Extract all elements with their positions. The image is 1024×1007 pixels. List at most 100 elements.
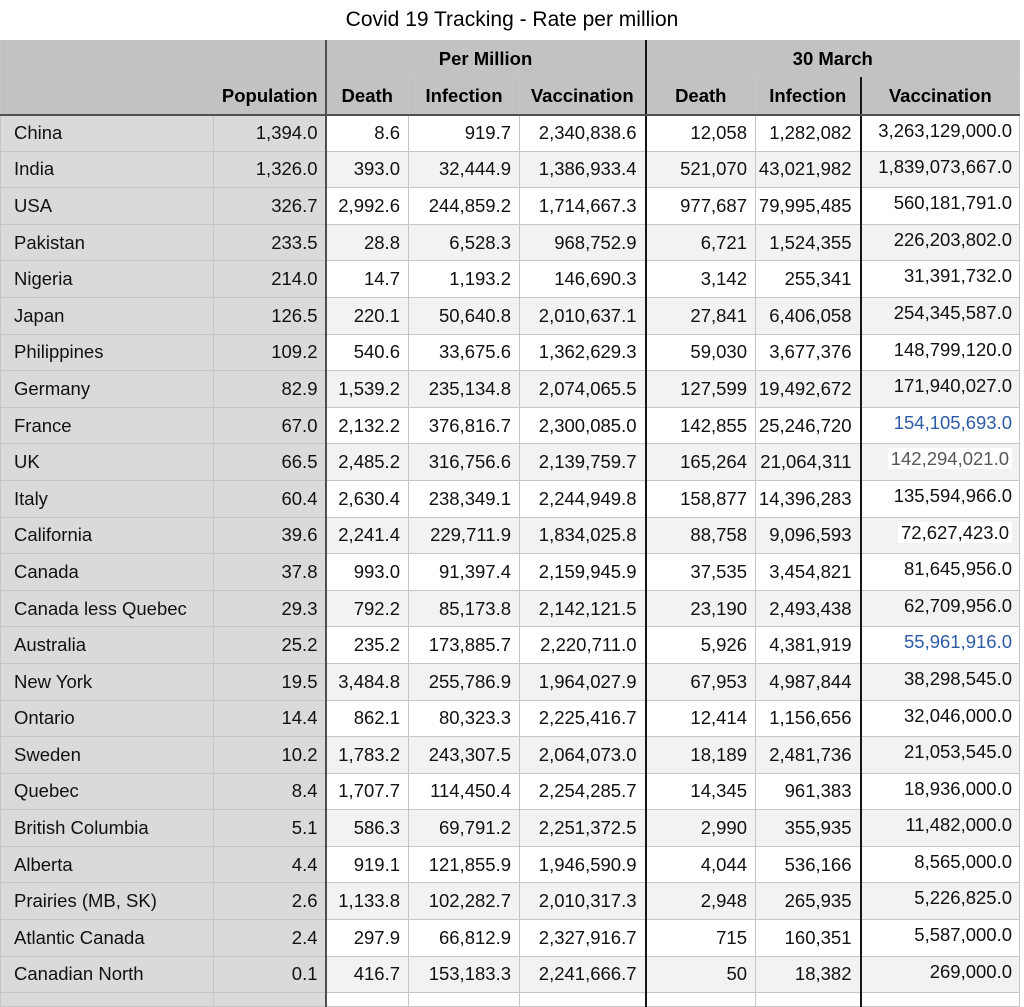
march30-infection-cell[interactable]: 961,383 — [755, 772, 862, 811]
per-million-vaccination-cell[interactable]: 2,074,065.5 — [518, 370, 647, 408]
population-cell[interactable]: 0.1 — [213, 955, 327, 994]
row-label-cell[interactable]: Japan — [0, 296, 214, 335]
column-header-blank[interactable] — [0, 77, 214, 116]
march30-infection-cell[interactable]: 160,351 — [755, 919, 862, 957]
march30-death-cell[interactable]: 142,855 — [644, 406, 757, 445]
march30-vaccination-cell[interactable]: 269,000.0 — [859, 955, 1021, 994]
population-cell[interactable]: 82.9 — [213, 370, 327, 408]
march30-death-cell[interactable]: 23,190 — [644, 589, 757, 628]
per-million-death-cell[interactable]: 2,992.6 — [325, 187, 409, 225]
row-label-cell[interactable]: California — [0, 516, 214, 555]
march30-death-cell[interactable]: 5,926 — [644, 626, 757, 664]
row-label-cell[interactable]: Ontario — [0, 699, 214, 738]
per-million-vaccination-cell[interactable]: 2,064,073.0 — [518, 736, 647, 774]
per-million-death-cell[interactable]: 1,783.2 — [325, 736, 409, 774]
population-cell[interactable]: 1,394.0 — [213, 114, 327, 152]
row-label-cell[interactable]: Pakistan — [0, 223, 214, 262]
per-million-vaccination-cell[interactable]: 1,362,629.3 — [518, 333, 647, 372]
per-million-death-cell[interactable]: 2,132.2 — [325, 406, 409, 445]
per-million-vaccination-cell[interactable]: 1,946,590.9 — [518, 845, 647, 884]
row-label-cell[interactable]: Alberta — [0, 845, 214, 884]
march30-infection-cell[interactable]: 1,282,082 — [755, 114, 862, 152]
column-header-population[interactable]: Population — [213, 77, 327, 116]
march30-infection-cell[interactable]: 14,396,283 — [755, 479, 862, 518]
march30-death-cell[interactable]: 6,721 — [644, 223, 757, 262]
row-label-cell[interactable]: India — [0, 150, 214, 189]
per-million-infection-cell[interactable]: 121,855.9 — [408, 845, 520, 884]
march30-infection-cell[interactable]: 255,341 — [755, 260, 862, 298]
march30-vaccination-cell[interactable]: 38,298,545.0 — [859, 662, 1021, 701]
row-label-cell[interactable]: Nigeria — [0, 260, 214, 298]
per-million-vaccination-cell[interactable]: 2,142,121.5 — [518, 589, 647, 628]
row-label-cell[interactable]: New York — [0, 662, 214, 701]
per-million-vaccination-cell[interactable]: 2,159,945.9 — [518, 553, 647, 591]
march30-infection-cell[interactable]: 4,987,844 — [755, 662, 862, 701]
per-million-infection-cell[interactable]: 91,397.4 — [408, 553, 520, 591]
row-label-cell[interactable]: Atlantic Canada — [0, 919, 214, 957]
per-million-infection-cell[interactable]: 33,675.6 — [408, 333, 520, 372]
column-header-pm-infection[interactable]: Infection — [408, 77, 520, 116]
per-million-vaccination-cell[interactable]: 2,220,711.0 — [518, 626, 647, 664]
march30-infection-cell[interactable]: 1,524,355 — [755, 223, 862, 262]
march30-infection-cell[interactable]: 19,492,672 — [755, 370, 862, 408]
march30-death-cell[interactable]: 14,345 — [644, 772, 757, 811]
population-cell[interactable]: 29.3 — [213, 589, 327, 628]
march30-vaccination-cell[interactable]: 8,565,000.0 — [859, 845, 1021, 884]
population-cell[interactable]: 39.6 — [213, 516, 327, 555]
row-label-cell[interactable]: France — [0, 406, 214, 445]
per-million-death-cell[interactable]: 8.6 — [325, 114, 409, 152]
march30-death-cell[interactable]: 59,030 — [644, 333, 757, 372]
per-million-death-cell[interactable]: 2,485.2 — [325, 443, 409, 481]
population-cell[interactable]: 10.2 — [213, 736, 327, 774]
per-million-infection-cell[interactable]: 243,307.5 — [408, 736, 520, 774]
per-million-infection-cell[interactable]: 80,323.3 — [408, 699, 520, 738]
march30-infection-cell[interactable]: 9,096,593 — [755, 516, 862, 555]
population-cell[interactable]: 109.2 — [213, 333, 327, 372]
population-cell[interactable]: 1,326.0 — [213, 150, 327, 189]
row-label-cell[interactable]: Prairies (MB, SK) — [0, 882, 214, 921]
per-million-infection-cell[interactable]: 50,640.8 — [408, 296, 520, 335]
per-million-death-cell[interactable]: 393.0 — [325, 150, 409, 189]
march30-infection-cell[interactable]: 18,382 — [755, 955, 862, 994]
per-million-vaccination-cell[interactable]: 2,300,085.0 — [518, 406, 647, 445]
march30-vaccination-cell[interactable]: 11,482,000.0 — [859, 809, 1021, 847]
march30-infection-cell[interactable]: 1,156,656 — [755, 699, 862, 738]
per-million-death-cell[interactable]: 297.9 — [325, 919, 409, 957]
march30-death-cell[interactable]: 165,264 — [644, 443, 757, 481]
per-million-vaccination-cell[interactable]: 2,010,317.3 — [518, 882, 647, 921]
per-million-death-cell[interactable]: 2,241.4 — [325, 516, 409, 555]
per-million-death-cell[interactable]: 919.1 — [325, 845, 409, 884]
per-million-vaccination-cell[interactable]: 1,834,025.8 — [518, 516, 647, 555]
march30-vaccination-cell[interactable]: 21,053,545.0 — [859, 736, 1021, 774]
march30-infection-cell[interactable]: 2,481,736 — [755, 736, 862, 774]
march30-vaccination-cell[interactable]: 5,587,000.0 — [859, 919, 1021, 957]
per-million-infection-cell[interactable]: 238,349.1 — [408, 479, 520, 518]
population-cell[interactable]: 14.4 — [213, 699, 327, 738]
column-header-m30-infection[interactable]: Infection — [755, 77, 862, 116]
column-header-m30-death[interactable]: Death — [644, 77, 757, 116]
per-million-vaccination-cell[interactable]: 2,340,838.6 — [518, 114, 647, 152]
per-million-death-cell[interactable]: 235.2 — [325, 626, 409, 664]
population-cell[interactable]: 19.5 — [213, 662, 327, 701]
march30-death-cell[interactable]: 27,841 — [644, 296, 757, 335]
per-million-vaccination-cell[interactable]: 1,386,933.4 — [518, 150, 647, 189]
population-cell[interactable]: 214.0 — [213, 260, 327, 298]
row-label-cell[interactable]: British Columbia — [0, 809, 214, 847]
march30-vaccination-cell[interactable]: 254,345,587.0 — [859, 296, 1021, 335]
march30-vaccination-cell[interactable]: 560,181,791.0 — [859, 187, 1021, 225]
population-cell[interactable]: 8.4 — [213, 772, 327, 811]
per-million-infection-cell[interactable]: 229,711.9 — [408, 516, 520, 555]
march30-vaccination-cell[interactable]: 154,105,693.0 — [859, 406, 1021, 445]
population-cell[interactable]: 37.8 — [213, 553, 327, 591]
march30-infection-cell[interactable]: 3,677,376 — [755, 333, 862, 372]
per-million-death-cell[interactable]: 2,630.4 — [325, 479, 409, 518]
march30-infection-cell[interactable]: 4,381,919 — [755, 626, 862, 664]
per-million-infection-cell[interactable]: 32,444.9 — [408, 150, 520, 189]
population-cell[interactable]: 233.5 — [213, 223, 327, 262]
march30-death-cell[interactable]: 127,599 — [644, 370, 757, 408]
per-million-infection-cell[interactable]: 69,791.2 — [408, 809, 520, 847]
population-cell[interactable]: 5.1 — [213, 809, 327, 847]
march30-death-cell[interactable]: 12,058 — [644, 114, 757, 152]
per-million-death-cell[interactable]: 14.7 — [325, 260, 409, 298]
row-label-cell[interactable]: Quebec — [0, 772, 214, 811]
